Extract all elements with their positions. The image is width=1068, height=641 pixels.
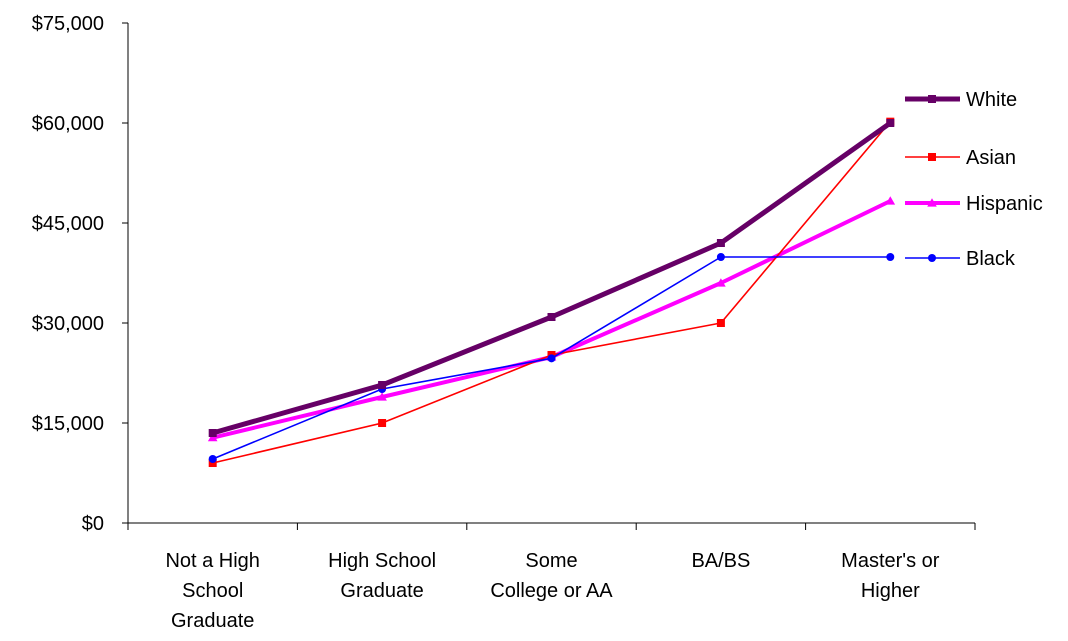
axes: $0 $15,000 $30,000 $45,000 $60,000 $75,000 Not… <box>32 13 976 632</box>
data-point <box>547 313 556 321</box>
series-white <box>208 119 895 437</box>
series-black <box>208 253 895 463</box>
y-tick-label: $75,000 <box>32 13 104 35</box>
series-layer <box>207 117 896 467</box>
data-point <box>377 392 387 401</box>
data-point <box>885 196 896 205</box>
legend-marker <box>928 254 936 262</box>
legend-entry-black: Black <box>905 248 1016 270</box>
data-point <box>208 455 217 463</box>
data-point <box>886 119 895 127</box>
y-tick-label: $45,000 <box>32 213 104 235</box>
x-tick-label: BA/BS <box>691 550 750 572</box>
legend-label: White <box>966 89 1017 111</box>
legend-marker <box>927 198 937 207</box>
x-tick-label: Master's or Higher <box>841 550 940 602</box>
legend-marker <box>928 153 936 161</box>
x-tick-label: Not a High School Graduate <box>165 550 260 632</box>
legend-entry-hispanic: Hispanic <box>905 193 1043 215</box>
data-point <box>378 381 387 389</box>
x-tick-label: Some College or AA <box>490 550 613 602</box>
data-point <box>716 278 726 287</box>
y-tick-label: $15,000 <box>32 413 104 435</box>
data-point <box>886 253 895 261</box>
series-line <box>212 120 892 436</box>
y-tick-label: $60,000 <box>32 113 104 135</box>
legend-label: Asian <box>966 147 1016 169</box>
legend-entry-white: White <box>905 89 1017 111</box>
data-point <box>378 419 387 427</box>
data-point <box>207 432 218 442</box>
y-tick-label: $30,000 <box>32 313 104 335</box>
data-point <box>716 253 725 261</box>
legend-label: Hispanic <box>966 193 1043 215</box>
legend: White Asian Hispanic Black <box>905 89 1043 270</box>
y-tick-label: $0 <box>82 513 104 535</box>
legend-entry-asian: Asian <box>905 147 1016 169</box>
data-point <box>716 239 725 247</box>
data-point <box>208 429 217 437</box>
x-tick-label: High School Graduate <box>328 550 436 602</box>
legend-marker <box>928 95 936 103</box>
legend-label: Black <box>966 248 1016 270</box>
data-point <box>716 319 725 327</box>
data-point <box>547 354 556 363</box>
